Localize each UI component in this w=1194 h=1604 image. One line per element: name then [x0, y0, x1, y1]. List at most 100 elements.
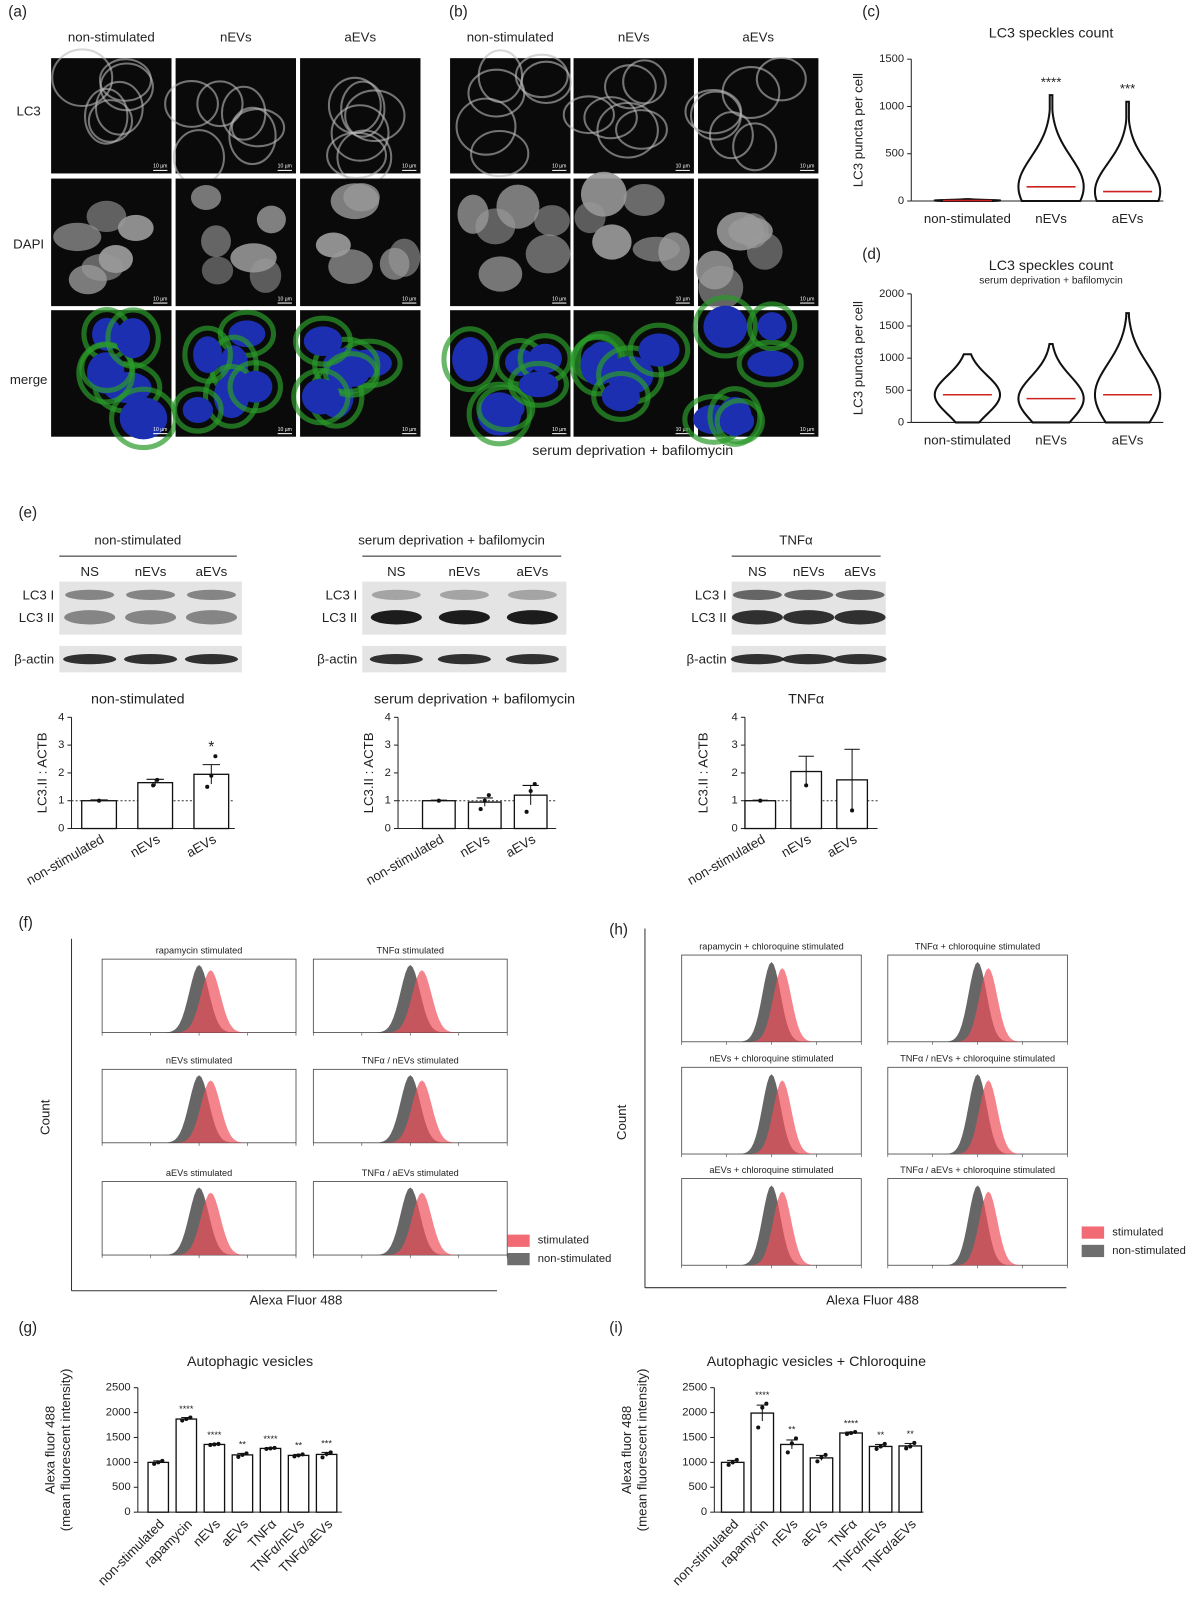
y-tick-label: 1	[58, 795, 64, 807]
blot	[59, 581, 242, 635]
histogram-non-stimulated	[160, 1187, 238, 1256]
data-point	[296, 1453, 301, 1458]
cell	[470, 129, 530, 178]
cell	[755, 56, 807, 102]
chart-title: TNFα	[788, 692, 824, 708]
x-tick-label: non-stimulated	[685, 831, 768, 887]
data-point	[478, 807, 483, 812]
cell	[708, 111, 754, 160]
bar	[421, 800, 456, 830]
row-label: DAPI	[13, 236, 44, 251]
nucleus	[388, 238, 421, 277]
band-label: β-actin	[317, 652, 357, 667]
data-point	[758, 798, 763, 803]
chart-title: Autophagic vesicles	[187, 1354, 313, 1370]
y-tick-label: 3	[58, 739, 64, 751]
scale-bar: 10 µm	[676, 427, 690, 433]
y-tick-label: 2	[385, 767, 391, 779]
data-point	[486, 793, 491, 798]
panel-label: (c)	[862, 3, 880, 20]
nucleus	[119, 397, 168, 440]
histogram-title: TNFα stimulated	[377, 945, 444, 955]
band	[370, 610, 422, 625]
violin	[1093, 100, 1162, 203]
significance: **	[877, 1430, 885, 1440]
y-axis-label: LC3.II : ACTB	[696, 732, 711, 813]
data-point	[205, 784, 210, 789]
nucleus	[182, 397, 213, 423]
bar	[720, 1461, 745, 1513]
cell	[596, 101, 659, 159]
y-tick-label: 0	[898, 195, 904, 207]
histogram-non-stimulated	[371, 1187, 450, 1256]
data-point	[912, 1440, 917, 1445]
x-tick-label: non-stimulated	[924, 432, 1011, 447]
caption: serum deprivation + bafilomycin	[532, 443, 733, 459]
data-point	[882, 1441, 887, 1446]
bar	[467, 801, 502, 830]
histogram-non-stimulated	[941, 1074, 1014, 1155]
significance: ***	[321, 1439, 332, 1449]
bar	[315, 1453, 338, 1513]
micrograph	[698, 58, 819, 174]
scale-bar: 10 µm	[552, 427, 566, 433]
cell	[330, 104, 390, 162]
lane-label: nEVs	[135, 564, 167, 579]
data-point	[756, 1425, 761, 1430]
nucleus	[193, 336, 223, 374]
y-tick-label: 1500	[682, 1431, 707, 1443]
significance: *	[208, 739, 214, 756]
y-tick-label: 500	[885, 148, 904, 160]
nucleus	[738, 213, 769, 249]
scale-bar: 10 µm	[402, 296, 416, 302]
data-point	[436, 798, 441, 803]
cell-cytoplasm	[105, 307, 161, 369]
histogram-non-stimulated	[160, 965, 238, 1033]
band	[124, 654, 178, 665]
histogram-title: rapamycin stimulated	[156, 945, 243, 955]
cell	[732, 122, 778, 172]
cell	[583, 96, 638, 140]
y-axis-label: (mean fluorescent intensity)	[634, 1369, 649, 1532]
chart-title: LC3 speckles count	[989, 25, 1114, 41]
cell	[344, 89, 406, 143]
significance: ***	[1120, 81, 1135, 96]
violin	[1093, 312, 1162, 424]
y-tick-label: 1000	[106, 1456, 131, 1468]
band	[126, 589, 176, 600]
significance: ****	[263, 1434, 278, 1444]
nucleus	[228, 320, 266, 348]
nucleus	[238, 370, 273, 403]
bar	[175, 1418, 198, 1513]
micrograph	[450, 58, 571, 174]
bar	[287, 1454, 310, 1513]
y-tick-label: 3	[385, 739, 391, 751]
data-point	[268, 1446, 273, 1451]
y-tick-label: 0	[385, 822, 391, 834]
data-point	[240, 1452, 245, 1457]
data-point	[482, 798, 487, 803]
x-tick-label: aEVs	[824, 831, 859, 860]
lane-label: nEVs	[449, 564, 481, 579]
x-tick-label: nEVs	[457, 831, 492, 860]
scale-bar: 10 µm	[800, 296, 814, 302]
cell	[95, 80, 144, 136]
histogram-stimulated	[746, 968, 819, 1042]
y-tick-label: 1000	[879, 100, 904, 112]
x-tick-label: aEVs	[218, 1516, 251, 1549]
data-point	[216, 1441, 221, 1446]
band	[834, 610, 886, 625]
violin	[933, 198, 1002, 203]
x-tick-label: nEVs	[128, 831, 163, 860]
band	[783, 610, 835, 625]
nucleus	[116, 318, 151, 359]
nucleus	[343, 183, 380, 212]
bar	[839, 1432, 863, 1513]
y-tick-label: 2000	[682, 1407, 707, 1419]
band-label: LC3 I	[22, 587, 54, 602]
violin	[1017, 94, 1085, 203]
cell-cytoplasm	[182, 325, 233, 384]
y-tick-label: 1500	[106, 1431, 131, 1443]
bar	[231, 1454, 254, 1513]
scale-bar: 10 µm	[278, 296, 292, 302]
